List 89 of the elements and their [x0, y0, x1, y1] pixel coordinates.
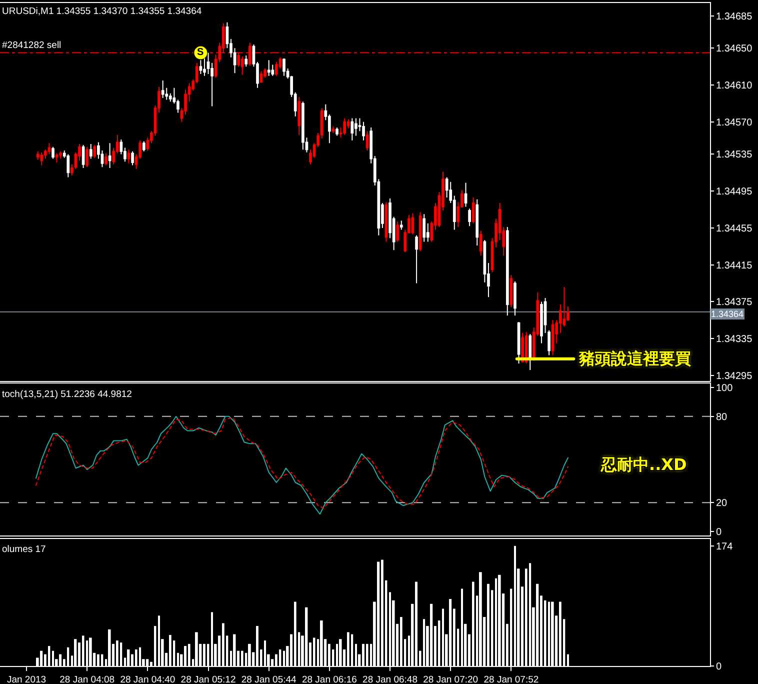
- candlestick: [203, 58, 206, 76]
- y-tick-label: 1.34375: [716, 297, 753, 308]
- candlestick: [127, 149, 130, 164]
- candlestick: [275, 62, 278, 76]
- candlestick: [514, 280, 516, 316]
- candlestick: [400, 220, 403, 230]
- candlestick: [472, 197, 475, 224]
- candlestick: [82, 144, 85, 169]
- candlestick: [104, 152, 108, 166]
- y-tick-label: 174: [716, 541, 734, 552]
- candlestick: [48, 142, 51, 155]
- ref-line-label: #2841282 sell: [2, 40, 62, 51]
- ref-line-label: 1.34364: [711, 309, 744, 319]
- candlestick: [282, 58, 286, 76]
- candlestick: [366, 130, 369, 152]
- candlestick: [142, 140, 146, 152]
- y-tick-label: 1.34650: [716, 44, 753, 55]
- candlestick: [298, 96, 301, 136]
- candlestick: [506, 226, 509, 316]
- y-tick-label: 1.34685: [716, 11, 753, 22]
- text: olumes 17: [2, 544, 46, 555]
- y-tick-label: 1.34455: [716, 223, 753, 234]
- candlestick: [108, 142, 112, 169]
- candlestick: [131, 150, 134, 166]
- annotation: 豬頭說這裡要買: [578, 349, 691, 368]
- y-tick-label: 0: [716, 662, 722, 672]
- x-tick-label: 28 Jan 07:20: [423, 674, 478, 684]
- x-tick-label: 28 Jan 06:16: [302, 674, 357, 684]
- x-tick-label: 28 Jan 04:40: [120, 674, 176, 684]
- y-tick-label: 0: [716, 526, 722, 538]
- y-tick-label: 1.34570: [716, 117, 753, 128]
- candlestick: [476, 198, 479, 246]
- y-tick-label: 1.34495: [716, 186, 753, 198]
- candlestick: [396, 221, 400, 242]
- x-tick-label: 28 Jan 04:08: [60, 674, 115, 684]
- candlestick: [86, 146, 89, 168]
- candlestick: [336, 126, 338, 136]
- candlestick: [411, 212, 414, 235]
- candlestick: [350, 118, 354, 141]
- y-tick-label: 1.34295: [716, 370, 753, 382]
- candlestick: [517, 322, 520, 364]
- candlestick: [479, 230, 482, 256]
- chart-title: URUSDi,M1 1.34355 1.34370 1.34355 1.34364: [2, 6, 202, 17]
- candlestick: [40, 152, 44, 166]
- candlestick: [468, 208, 471, 227]
- candlestick: [260, 70, 263, 83]
- candlestick: [52, 146, 54, 160]
- y-tick-label: 100: [716, 383, 734, 394]
- candlestick: [343, 118, 346, 136]
- candlestick: [528, 333, 532, 370]
- candlestick: [422, 214, 426, 242]
- candlestick: [89, 144, 92, 160]
- candlestick: [320, 108, 324, 140]
- candlestick: [332, 126, 335, 134]
- candlestick: [271, 64, 274, 76]
- x-tick-label: 28 Jan 05:44: [241, 674, 296, 684]
- x-tick-label: 28 Jan 07:52: [484, 674, 539, 684]
- y-tick-label: 80: [716, 412, 728, 423]
- candlestick: [415, 234, 418, 284]
- candlestick: [524, 332, 528, 364]
- candlestick: [267, 60, 270, 76]
- candlestick: [354, 118, 358, 136]
- y-tick-label: 1.34335: [716, 334, 753, 346]
- text: toch(13,5,21) 51.2236 44.9812: [2, 389, 132, 400]
- candlestick: [55, 152, 58, 163]
- y-tick-label: 1.34610: [716, 80, 753, 92]
- candlestick: [59, 150, 62, 160]
- candlestick: [302, 101, 304, 150]
- candlestick: [464, 182, 468, 208]
- candlestick: [240, 56, 244, 76]
- annotation: 忍耐中..XD: [600, 455, 687, 474]
- candlestick: [418, 212, 422, 252]
- candlestick: [199, 60, 202, 74]
- x-tick-label: Jan 2013: [6, 674, 46, 684]
- candlestick: [161, 80, 164, 98]
- candlestick: [540, 301, 543, 344]
- y-tick-label: 20: [716, 498, 728, 510]
- y-tick-label: 1.34535: [716, 150, 753, 161]
- candlestick: [362, 121, 365, 141]
- x-tick-label: 28 Jan 05:12: [180, 674, 236, 684]
- candlestick: [66, 154, 70, 178]
- annotation: S: [197, 47, 204, 58]
- candlestick: [93, 144, 96, 158]
- candlestick: [384, 202, 388, 242]
- candlestick: [551, 320, 554, 356]
- candlestick: [244, 55, 248, 68]
- x-tick-label: 28 Jan 06:48: [362, 674, 418, 684]
- candlestick: [510, 274, 513, 308]
- y-tick-label: 1.34415: [716, 260, 753, 272]
